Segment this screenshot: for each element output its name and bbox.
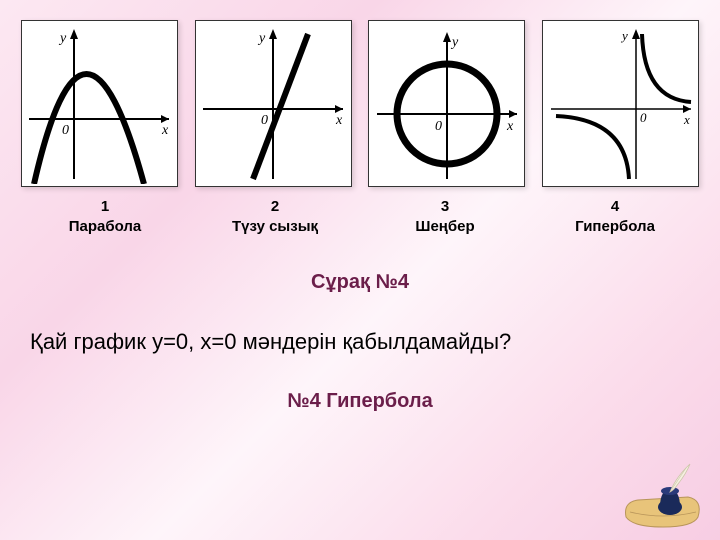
graph-line: x y 0 xyxy=(195,20,352,187)
answer-text: №4 Гипербола xyxy=(0,390,720,413)
svg-text:x: x xyxy=(335,113,343,128)
circle-svg: x y 0 xyxy=(372,24,522,184)
label-3-name: Шеңбер xyxy=(415,218,474,235)
hyperbola-svg: x y 0 xyxy=(546,24,696,184)
question-title: Сұрақ №4 xyxy=(0,271,720,294)
svg-text:y: y xyxy=(620,28,628,43)
label-1: 1 Парабола xyxy=(28,197,183,236)
line-svg: x y 0 xyxy=(198,24,348,184)
label-2: 2 Түзу сызық xyxy=(198,197,353,236)
svg-text:y: y xyxy=(450,35,459,50)
label-2-name: Түзу сызық xyxy=(232,218,318,235)
label-3: 3 Шеңбер xyxy=(368,197,523,236)
svg-text:y: y xyxy=(58,31,67,46)
parabola-svg: x y 0 xyxy=(24,24,174,184)
svg-text:0: 0 xyxy=(435,119,442,134)
label-4-name: Гипербола xyxy=(575,218,655,235)
graph-circle: x y 0 xyxy=(368,20,525,187)
label-1-name: Парабола xyxy=(69,218,142,235)
svg-text:0: 0 xyxy=(62,123,69,138)
graph-hyperbola: x y 0 xyxy=(542,20,699,187)
question-text: Қай график у=0, х=0 мәндерін қабылдамайд… xyxy=(0,329,720,355)
labels-row: 1 Парабола 2 Түзу сызық 3 Шеңбер 4 Гипер… xyxy=(0,187,720,236)
graphs-row: x y 0 x y 0 xyxy=(0,0,720,187)
slide: x y 0 x y 0 xyxy=(0,0,720,540)
svg-text:x: x xyxy=(683,112,690,127)
label-4: 4 Гипербола xyxy=(538,197,693,236)
label-4-number: 4 xyxy=(611,198,619,215)
inkwell-decoration-icon xyxy=(618,462,708,532)
svg-text:0: 0 xyxy=(640,110,647,125)
svg-text:x: x xyxy=(506,119,514,134)
graph-parabola: x y 0 xyxy=(21,20,178,187)
svg-text:y: y xyxy=(257,31,266,46)
svg-text:0: 0 xyxy=(261,113,268,128)
label-2-number: 2 xyxy=(271,198,279,215)
svg-text:x: x xyxy=(161,123,169,138)
label-3-number: 3 xyxy=(441,198,449,215)
label-1-number: 1 xyxy=(101,198,109,215)
